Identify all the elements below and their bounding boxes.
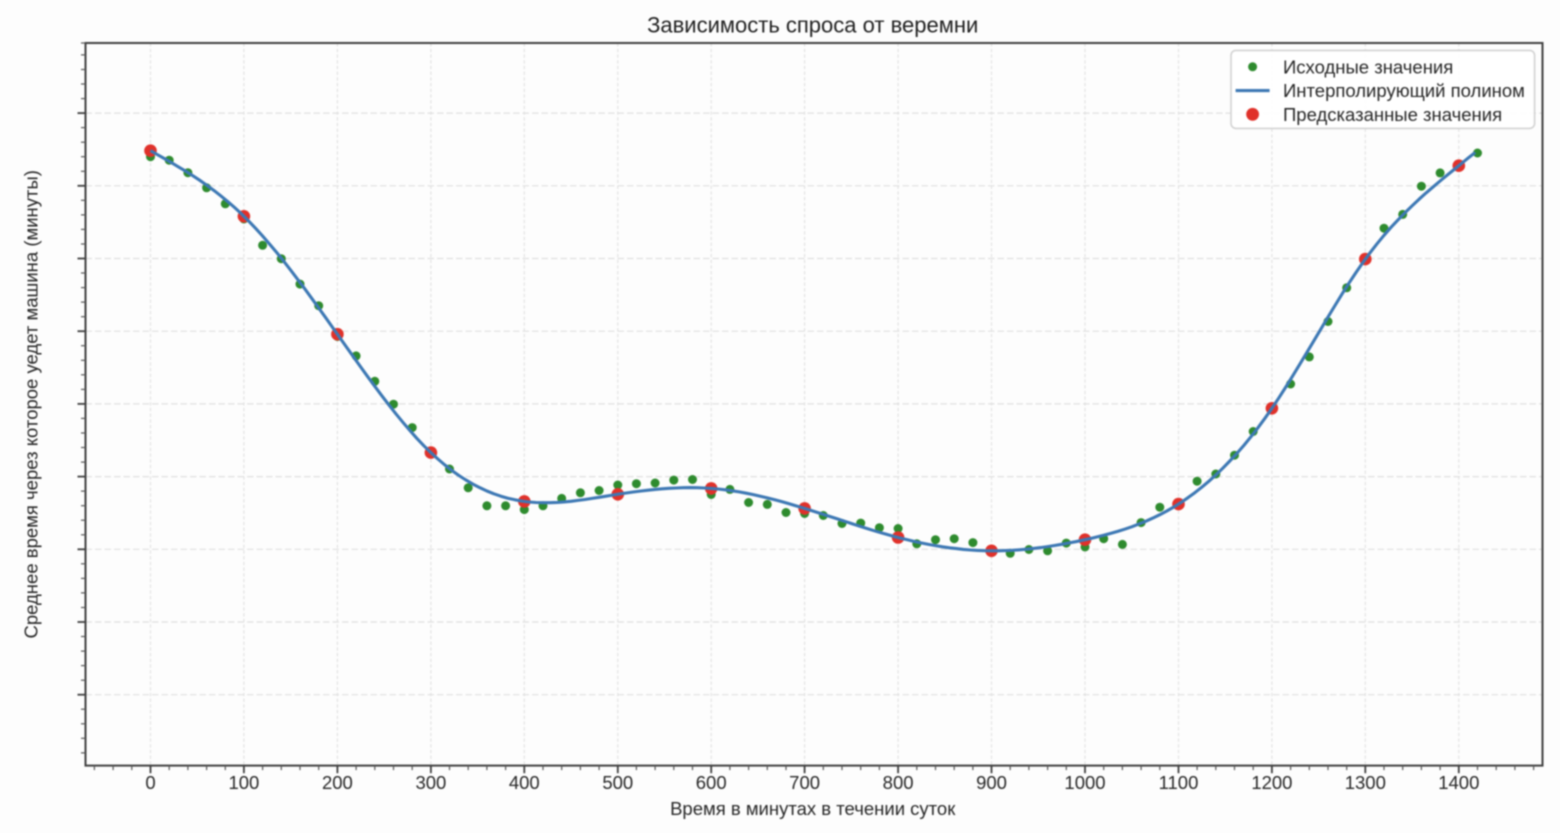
svg-text:100: 100 (228, 772, 259, 793)
svg-text:Среднее время через которое уе: Среднее время через которое уедет машина… (21, 170, 42, 638)
svg-text:1000: 1000 (1064, 772, 1105, 793)
svg-text:Исходные значения: Исходные значения (1283, 56, 1453, 77)
svg-text:500: 500 (602, 772, 633, 793)
svg-text:Предсказанные значения: Предсказанные значения (1283, 104, 1502, 125)
svg-text:1300: 1300 (1345, 772, 1386, 793)
svg-text:400: 400 (509, 772, 540, 793)
svg-text:700: 700 (789, 772, 820, 793)
svg-text:1200: 1200 (1251, 772, 1292, 793)
svg-text:900: 900 (976, 772, 1007, 793)
svg-text:800: 800 (883, 772, 914, 793)
svg-text:200: 200 (322, 772, 353, 793)
svg-text:0: 0 (145, 772, 155, 793)
svg-text:Зависимость спроса от веремни: Зависимость спроса от веремни (647, 13, 978, 38)
svg-text:300: 300 (415, 772, 446, 793)
svg-text:1400: 1400 (1438, 772, 1479, 793)
svg-text:1100: 1100 (1159, 772, 1199, 793)
svg-text:Интерполирующий полином: Интерполирующий полином (1283, 80, 1525, 101)
svg-text:600: 600 (696, 772, 727, 793)
svg-text:Время в минутах в течении суто: Время в минутах в течении суток (670, 798, 956, 819)
